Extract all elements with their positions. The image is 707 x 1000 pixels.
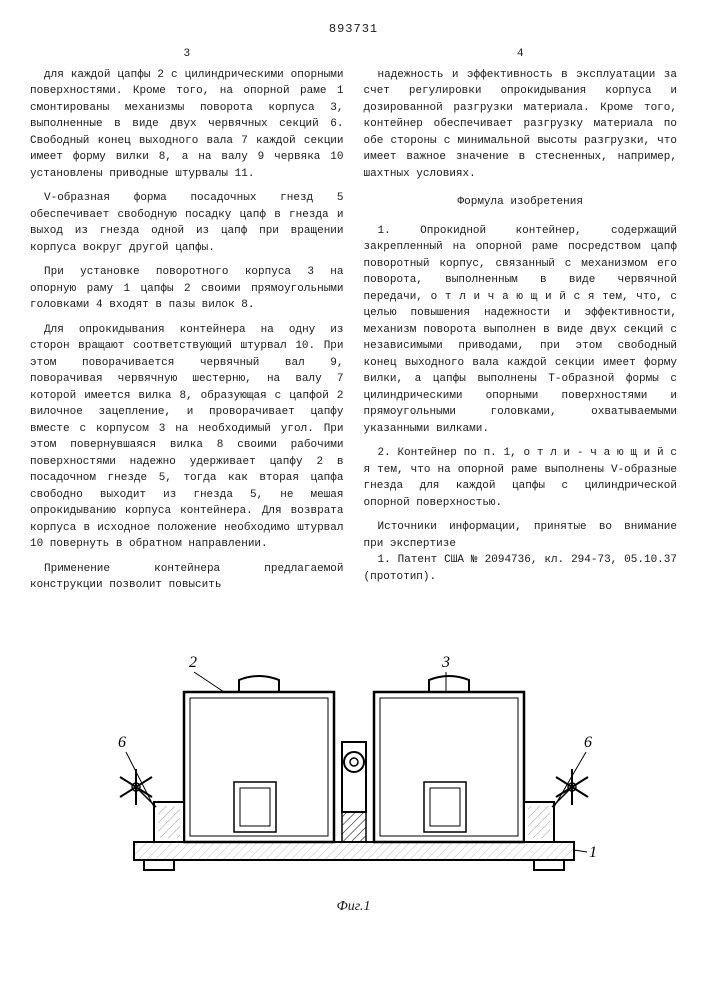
text-columns: 3 для каждой цапфы 2 с цилиндрическими о… <box>30 46 677 602</box>
figure-1: 2 3 6 6 1 Фиг.1 <box>30 632 677 917</box>
doc-number: 893731 <box>30 20 677 38</box>
claim-2: 2. Контейнер по п. 1, о т л и - ч а ю щ … <box>364 445 678 511</box>
left-para-3: При установке поворотного корпуса 3 на о… <box>30 264 344 314</box>
left-para-5: Применение контейнера предлагаемой конст… <box>30 561 344 594</box>
left-para-4: Для опрокидывания контейнера на одну из … <box>30 322 344 553</box>
figure-caption: Фиг.1 <box>30 896 677 917</box>
center-mechanism <box>342 742 366 842</box>
left-para-2: V-образная форма посадочных гнезд 5 обес… <box>30 190 344 256</box>
left-container <box>184 676 334 842</box>
label-3: 3 <box>441 654 450 671</box>
sources-item: 1. Патент США № 2094736, кл. 294-73, 05.… <box>364 552 678 585</box>
right-container <box>374 676 524 842</box>
label-2: 2 <box>189 654 197 671</box>
sources-title: Источники информации, принятые во вниман… <box>364 519 678 552</box>
left-col-number: 3 <box>30 46 344 63</box>
right-column: 4 надежность и эффективность в эксплуата… <box>364 46 678 602</box>
left-worm-mechanism <box>120 769 184 842</box>
figure-svg: 2 3 6 6 1 <box>94 632 614 892</box>
right-col-number: 4 <box>364 46 678 63</box>
label-6-right: 6 <box>584 734 592 751</box>
label-1: 1 <box>589 844 597 861</box>
left-column: 3 для каждой цапфы 2 с цилиндрическими о… <box>30 46 344 602</box>
left-para-1: для каждой цапфы 2 с цилиндрическими опо… <box>30 67 344 183</box>
right-para-1: надежность и эффективность в эксплуатаци… <box>364 67 678 183</box>
label-6-left: 6 <box>118 734 126 751</box>
claim-1: 1. Опрокидной контейнер, содержащий закр… <box>364 223 678 438</box>
right-worm-mechanism <box>524 769 588 842</box>
formula-title: Формула изобретения <box>364 194 678 211</box>
